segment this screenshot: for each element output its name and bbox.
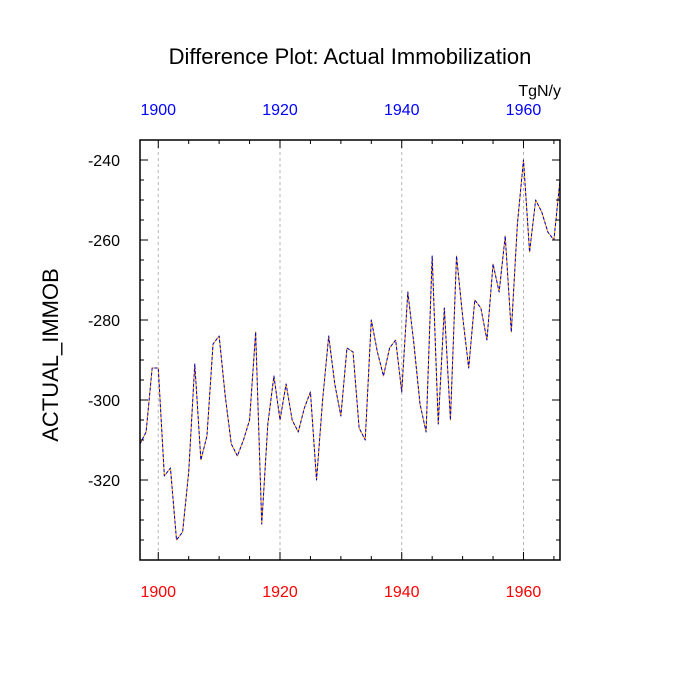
series-line-a [139,159,561,541]
tick-labels: 1900 1900 1920 1920 1940 1940 1960 1960 -240 -260… [88,102,541,601]
bottom-tick-label: 1940 [384,584,420,601]
series-lines [139,159,561,541]
y-tick-label: -280 [88,313,120,330]
y-tick-label: -240 [88,153,120,170]
units-label: TgN/y [518,83,561,100]
y-tick-label: -320 [88,473,120,490]
chart-title: Difference Plot: Actual Immobilization [169,44,532,69]
top-tick-label: 1960 [506,102,542,119]
plot-frame [139,139,561,561]
grid [157,140,524,560]
bottom-tick-label: 1960 [506,584,542,601]
top-tick-label: 1900 [140,102,176,119]
bottom-tick-label: 1900 [140,584,176,601]
y-tick-label: -260 [88,233,120,250]
y-tick-label: -300 [88,393,120,410]
bottom-tick-label: 1920 [262,584,298,601]
y-axis-label: ACTUAL_IMMOB [38,268,63,442]
top-tick-label: 1940 [384,102,420,119]
axis-ticks [140,139,560,560]
top-tick-label: 1920 [262,102,298,119]
series-line-b [139,159,561,541]
